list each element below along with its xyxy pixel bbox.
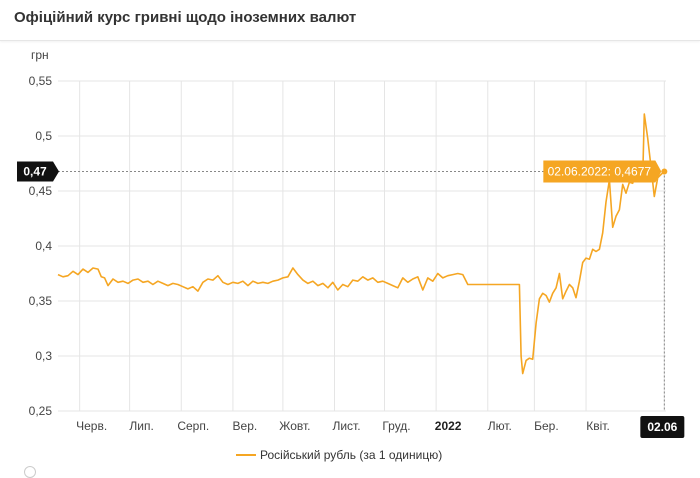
y-tick-label: 0,25 <box>29 404 53 418</box>
grid <box>58 80 666 412</box>
header: Офіційний курс гривні щодо іноземних вал… <box>0 0 700 41</box>
y-axis-label: грн <box>31 48 49 62</box>
highlight-y-badge: 0,47 <box>17 161 59 182</box>
x-tick-label: Груд. <box>382 419 410 433</box>
cursor-indicator <box>24 466 36 478</box>
x-tick-label: 2022 <box>435 419 462 433</box>
x-tick-label: Лют. <box>488 419 512 433</box>
tooltip: 02.06.2022: 0,4677 <box>543 160 662 183</box>
series-line <box>57 113 665 375</box>
highlight-x-badge: 02.06 <box>640 416 685 438</box>
x-tick-label: Вер. <box>233 419 258 433</box>
y-tick-label: 0,45 <box>29 184 53 198</box>
legend-label: Російський рубль (за 1 одиницю) <box>260 448 442 462</box>
x-ticks: Черв. Лип. Серп. Вер. Жовт. Лист. Груд. 2022 Лют… <box>76 419 610 433</box>
x-tick-label: Лип. <box>129 419 153 433</box>
highlight-y-label: 0,47 <box>23 165 47 179</box>
x-tick-label: Лист. <box>332 419 360 433</box>
x-tick-label: Бер. <box>534 419 559 433</box>
x-tick-label: Серп. <box>177 419 209 433</box>
highlight-point[interactable] <box>661 168 668 175</box>
y-ticks: 0,55 0,5 0,45 0,4 0,35 0,3 0,25 <box>29 74 53 418</box>
chart: грн 0,55 0,5 0,45 0,4 0,35 0,3 0,25 Черв. Лип. С… <box>17 48 685 462</box>
y-tick-label: 0,3 <box>35 349 52 363</box>
y-tick-label: 0,4 <box>35 239 52 253</box>
page-title: Офіційний курс гривні щодо іноземних вал… <box>14 9 357 26</box>
x-tick-label: Квіт. <box>586 419 610 433</box>
y-tick-label: 0,35 <box>29 294 53 308</box>
y-tick-label: 0,5 <box>35 129 52 143</box>
legend[interactable]: Російський рубль (за 1 одиницю) <box>236 448 442 462</box>
highlight-x-label: 02.06 <box>647 420 677 434</box>
tooltip-text: 02.06.2022: 0,4677 <box>548 165 652 179</box>
y-tick-label: 0,55 <box>29 74 53 88</box>
x-tick-label: Жовт. <box>279 419 310 433</box>
x-tick-label: Черв. <box>76 419 107 433</box>
